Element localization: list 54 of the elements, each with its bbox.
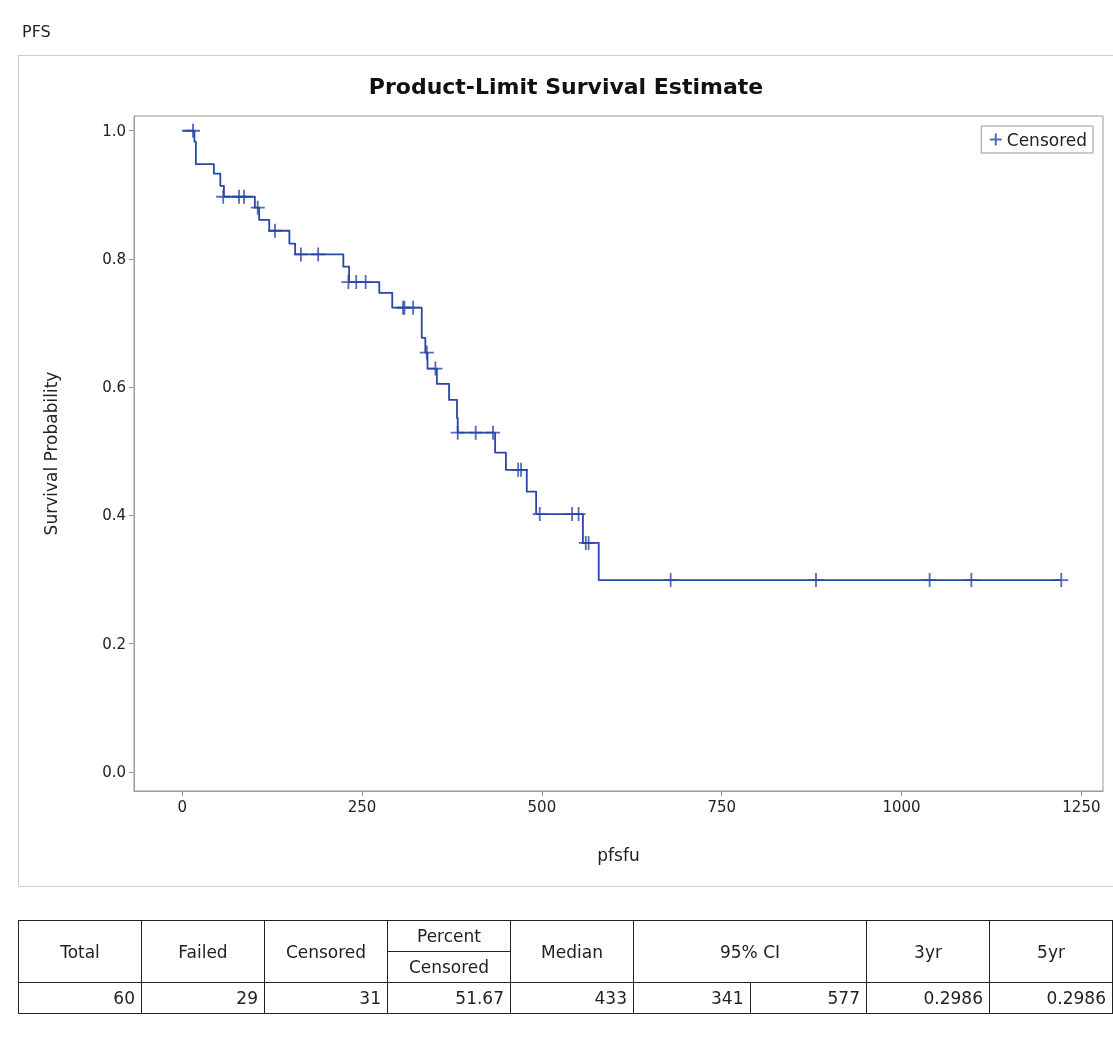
point	[467, 424, 484, 441]
point	[357, 274, 374, 290]
y-tick-label: 1.0	[102, 121, 126, 140]
chart-title: Product-Limit Survival Estimate	[368, 73, 764, 99]
x-tick-label: 750	[707, 797, 737, 816]
text: Total	[18, 920, 142, 983]
x-tick-label: 1250	[1062, 797, 1101, 816]
point	[405, 299, 422, 316]
point	[449, 424, 466, 441]
y-tick-label: 0.2	[102, 634, 126, 653]
text: 0.2986	[866, 982, 990, 1014]
point	[249, 199, 266, 216]
text: Percent	[387, 920, 511, 952]
x-tick-label: 0	[177, 797, 187, 816]
text: 0.2986	[989, 982, 1113, 1014]
text: 95% CI	[633, 920, 867, 983]
x-tick-label: 1000	[882, 797, 921, 816]
point	[485, 424, 501, 441]
y-tick-label: 0.4	[102, 506, 126, 525]
text: Failed	[141, 920, 265, 983]
point	[1053, 572, 1070, 588]
point	[293, 246, 309, 263]
point	[531, 506, 548, 522]
x-axis-title: pfsfu	[597, 844, 640, 865]
text: Median	[510, 920, 634, 983]
text: 577	[750, 982, 867, 1014]
text: PFS	[22, 22, 51, 41]
text: 51.67	[387, 982, 511, 1014]
text: 433	[510, 982, 634, 1014]
point	[662, 572, 679, 588]
point	[921, 572, 938, 588]
text: 29	[141, 982, 265, 1014]
y-tick-label: 0.8	[102, 249, 126, 268]
text: 5yr	[989, 920, 1113, 983]
point	[570, 506, 587, 522]
point	[427, 360, 444, 377]
point	[267, 222, 283, 239]
x-tick-label: 500	[527, 797, 557, 816]
point	[310, 246, 327, 263]
point	[963, 572, 980, 588]
text: Censored	[387, 951, 511, 983]
y-tick-label: 0.0	[102, 762, 126, 781]
point	[236, 188, 252, 205]
text: Censored	[264, 920, 388, 983]
point	[215, 188, 232, 205]
y-tick-label: 0.6	[102, 378, 126, 397]
text: 341	[633, 982, 750, 1014]
y-axis-title: Survival Probability	[40, 371, 61, 536]
point	[418, 344, 435, 361]
legend-label: Censored	[1006, 129, 1088, 150]
text: 31	[264, 982, 388, 1014]
text: 60	[18, 982, 142, 1014]
text: 3yr	[866, 920, 990, 983]
x-tick-label: 250	[347, 797, 377, 816]
